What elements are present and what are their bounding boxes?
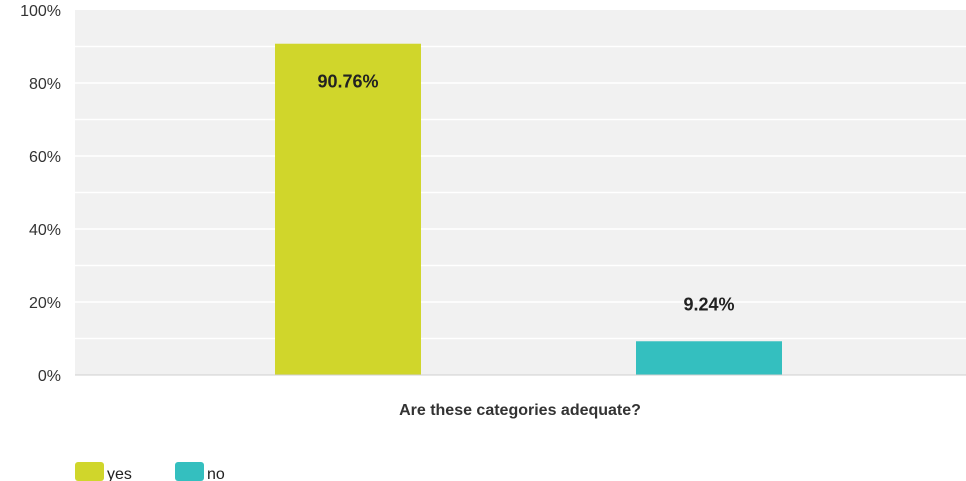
legend-label-no: no bbox=[207, 466, 225, 481]
legend: yes no bbox=[75, 462, 225, 481]
bar-label-no: 9.24% bbox=[683, 294, 734, 314]
y-tick-label: 60% bbox=[29, 149, 61, 166]
legend-swatch-yes bbox=[75, 462, 104, 481]
legend-label-yes: yes bbox=[107, 466, 132, 481]
y-axis-ticks: 0% 20% 40% 60% 80% 100% bbox=[20, 3, 61, 385]
x-axis-label: Are these categories adequate? bbox=[399, 402, 641, 419]
legend-swatch-no bbox=[175, 462, 204, 481]
bar-yes bbox=[275, 43, 421, 375]
y-tick-label: 80% bbox=[29, 76, 61, 93]
y-tick-label: 20% bbox=[29, 295, 61, 312]
y-tick-label: 40% bbox=[29, 222, 61, 239]
bars: 90.76% 9.24% bbox=[275, 43, 782, 375]
y-tick-label: 0% bbox=[38, 368, 61, 385]
gridlines bbox=[75, 45, 966, 340]
bar-label-yes: 90.76% bbox=[317, 72, 378, 92]
bar-no bbox=[636, 341, 782, 375]
y-tick-label: 100% bbox=[20, 3, 61, 20]
